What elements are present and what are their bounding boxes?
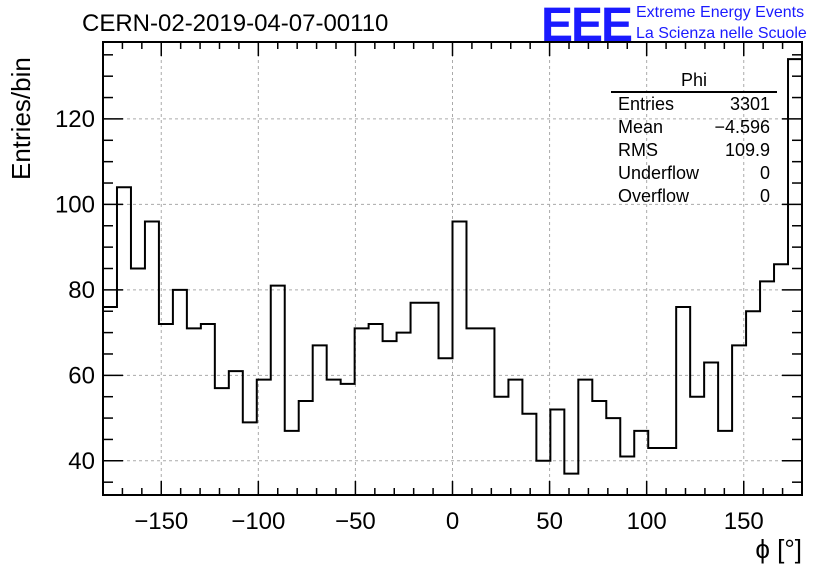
histogram-bin	[718, 431, 732, 495]
y-tick-label: 60	[68, 362, 95, 389]
stats-row-overflow: Overflow 0	[611, 185, 777, 208]
histogram-bin	[494, 397, 508, 495]
y-tick-label: 40	[68, 448, 95, 475]
histogram-bin	[341, 384, 355, 495]
stats-value: 0	[759, 186, 770, 206]
histogram-bin	[550, 410, 564, 495]
y-tick-label: 120	[55, 106, 95, 133]
histogram-bin	[187, 328, 201, 495]
histogram-bin	[578, 380, 592, 495]
logo-caption: Extreme Energy Events La Scienza nelle S…	[636, 2, 807, 44]
stats-row-mean: Mean −4.596	[611, 116, 777, 139]
histogram-bin	[173, 290, 187, 495]
y-tick-label: 100	[55, 191, 95, 218]
stats-label: RMS	[618, 140, 658, 160]
histogram-bin	[271, 286, 285, 495]
histogram-bin	[690, 397, 704, 495]
stats-label: Mean	[618, 117, 664, 137]
stats-box: Phi Entries 3301 Mean −4.596 RMS 109.9 U…	[611, 70, 777, 208]
histogram-bin	[648, 448, 662, 495]
x-tick-label: −100	[231, 508, 285, 535]
histogram-bin	[159, 324, 173, 495]
histogram-bin	[215, 388, 229, 495]
histogram-bin	[508, 380, 522, 495]
y-axis-label: Entries/bin	[6, 57, 36, 180]
histogram-bin	[522, 414, 536, 495]
stats-label: Entries	[618, 94, 675, 114]
histogram-bin	[704, 363, 718, 495]
x-axis-label: ϕ [°]	[755, 534, 802, 564]
histogram-bin	[117, 187, 131, 495]
stats-label: Underflow	[618, 163, 700, 183]
histogram-bin	[606, 418, 620, 495]
histogram-bin	[299, 401, 313, 495]
histogram-bin	[145, 221, 159, 495]
histogram-bin	[746, 311, 760, 495]
histogram-bin	[103, 307, 117, 495]
histogram-bin	[453, 221, 467, 495]
histogram-bin	[131, 269, 145, 496]
stats-row-underflow: Underflow 0	[611, 162, 777, 185]
stats-row-rms: RMS 109.9	[611, 139, 777, 162]
histogram-bin	[383, 341, 397, 495]
histogram-bin	[369, 324, 383, 495]
x-tick-label: −50	[335, 508, 376, 535]
histogram-bin	[439, 358, 453, 495]
histogram-bin	[732, 345, 746, 495]
histogram-bin	[676, 307, 690, 495]
stats-value: 109.9	[724, 140, 770, 160]
stats-label: Overflow	[618, 186, 690, 206]
stats-value: −4.596	[714, 117, 770, 137]
x-tick-label: 50	[536, 508, 563, 535]
y-tick-label: 80	[68, 277, 95, 304]
x-tick-label: 0	[446, 508, 459, 535]
histogram-bin	[466, 328, 480, 495]
logo-line-1: Extreme Energy Events	[636, 4, 805, 21]
histogram-bin	[788, 59, 802, 495]
stats-value: 3301	[729, 94, 770, 114]
histogram-bin	[662, 448, 676, 495]
histogram-bin	[229, 371, 243, 495]
histogram-bin	[243, 422, 257, 495]
histogram-bin	[285, 431, 299, 495]
histogram-bin	[760, 281, 774, 495]
histogram-bin	[313, 345, 327, 495]
histogram-bin	[355, 328, 369, 495]
histogram-bin	[411, 303, 425, 495]
histogram-bin	[564, 474, 578, 495]
chart-title: CERN-02-2019-04-07-00110	[82, 10, 389, 37]
histogram-bin	[425, 303, 439, 495]
histogram-bin	[592, 401, 606, 495]
x-tick-label: −150	[134, 508, 188, 535]
histogram-bin	[480, 328, 494, 495]
histogram-bin	[201, 324, 215, 495]
stats-value: 0	[759, 163, 770, 183]
histogram-bin	[257, 380, 271, 495]
x-tick-label: 150	[724, 508, 764, 535]
histogram-bin	[397, 333, 411, 495]
stats-row-entries: Entries 3301	[611, 93, 777, 116]
eee-logo: EEE	[541, 0, 633, 52]
histogram-series-line	[103, 58, 802, 475]
x-tick-label: 100	[627, 508, 667, 535]
stats-title: Phi	[611, 70, 777, 93]
logo-line-2: La Scienza nelle Scuole	[636, 25, 807, 42]
histogram-bin	[536, 461, 550, 495]
histogram-bin	[327, 380, 341, 495]
